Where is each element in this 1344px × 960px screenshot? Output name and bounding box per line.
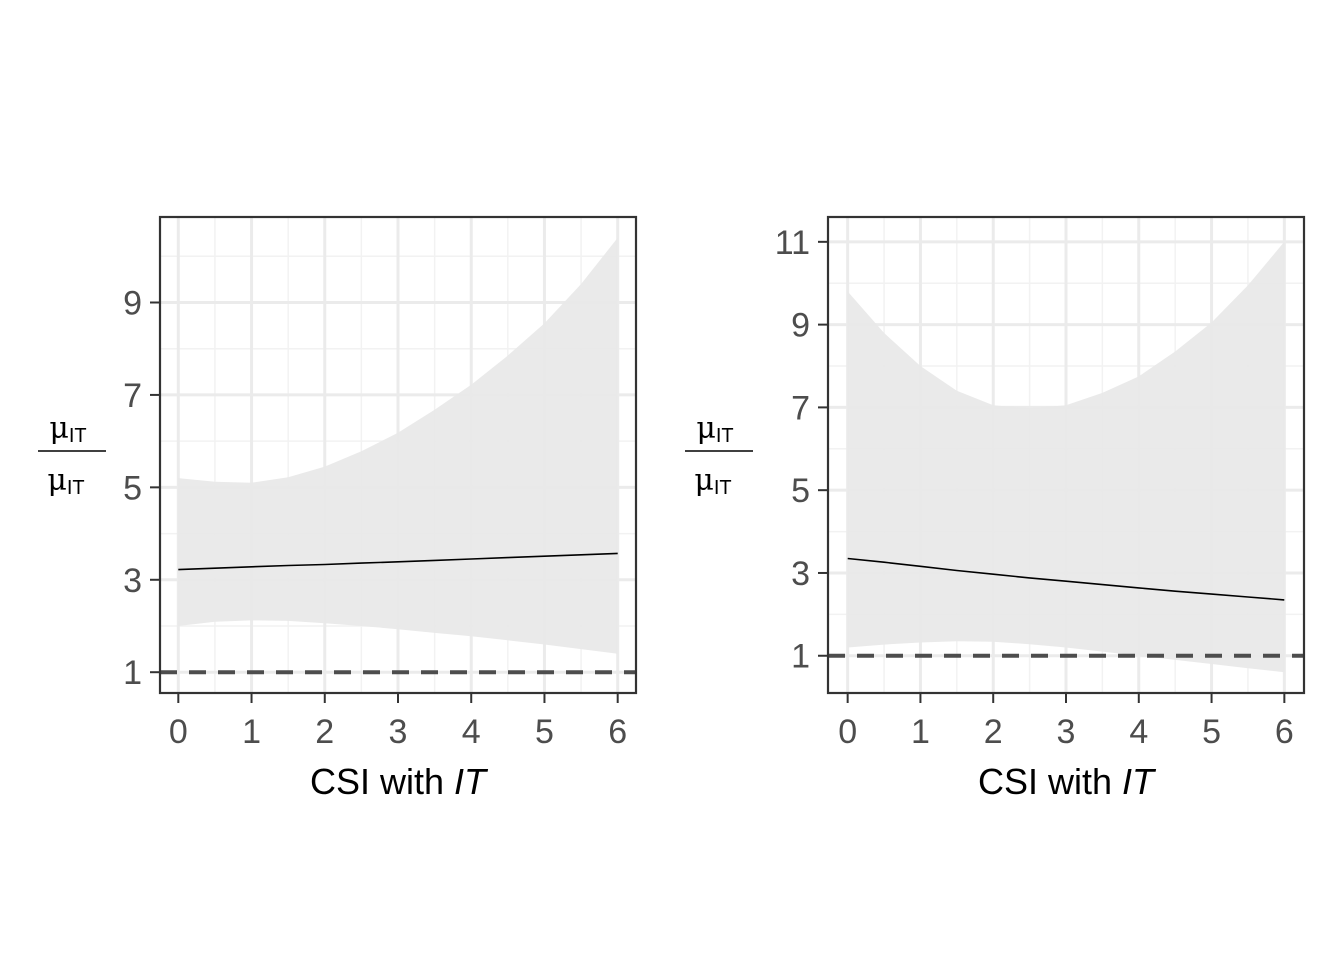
x-tick-label: 5: [535, 713, 554, 751]
y-tick-label: 5: [123, 469, 142, 507]
x-tick-label: 5: [1202, 713, 1221, 751]
mu-symbol: μ: [696, 411, 716, 446]
x-tick-label: 0: [838, 713, 857, 751]
y-label-denominator: μIT: [694, 463, 731, 499]
x-tick-label: 0: [169, 713, 188, 751]
x-tick-label: 2: [315, 713, 334, 751]
x-tick-label: 2: [984, 713, 1003, 751]
mu-symbol: μ: [694, 463, 714, 498]
mu-symbol: μ: [47, 463, 67, 498]
x-axis-title: CSI with IT: [310, 761, 489, 802]
x-tick-label: 3: [389, 713, 408, 751]
y-label-denominator: μIT: [47, 463, 84, 499]
y-tick-label: 3: [791, 555, 810, 593]
fit-line: [178, 552, 618, 571]
y-tick-label: 9: [791, 307, 810, 345]
x-tick-label: 4: [462, 713, 481, 751]
y-tick-label: 1: [791, 638, 810, 676]
x-tick-label: 6: [608, 713, 627, 751]
x-axis-title-italic: IT: [454, 761, 489, 802]
y-tick-label: 7: [791, 389, 810, 427]
y-tick-label: 9: [123, 284, 142, 322]
confidence-ribbon: [847, 241, 1285, 673]
confidence-band: [178, 237, 618, 654]
y-label-numerator: μIT: [696, 411, 733, 447]
confidence-ribbon: [178, 237, 618, 654]
x-tick-label: 4: [1129, 713, 1148, 751]
x-axis-title-prefix: CSI with: [310, 761, 454, 802]
subscript: IT: [714, 477, 732, 499]
x-axis-title-italic: IT: [1122, 761, 1157, 802]
y-tick-label: 7: [123, 377, 142, 415]
confidence-band: [847, 241, 1285, 673]
subscript: IT: [67, 477, 85, 499]
y-tick-label: 5: [791, 472, 810, 510]
mu-symbol: μ: [49, 411, 69, 446]
x-tick-label: 1: [911, 713, 930, 751]
y-tick-label: 1: [123, 654, 142, 692]
subscript: IT: [69, 425, 87, 447]
x-axis-title: CSI with IT: [978, 761, 1157, 802]
x-tick-label: 3: [1057, 713, 1076, 751]
x-tick-label: 6: [1275, 713, 1294, 751]
y-label-numerator: μIT: [49, 411, 86, 447]
y-tick-label: 3: [123, 562, 142, 600]
x-tick-label: 1: [242, 713, 261, 751]
x-axis-title-prefix: CSI with: [978, 761, 1122, 802]
subscript: IT: [716, 425, 734, 447]
y-tick-label: 11: [775, 224, 810, 262]
fit-line: [847, 557, 1285, 601]
